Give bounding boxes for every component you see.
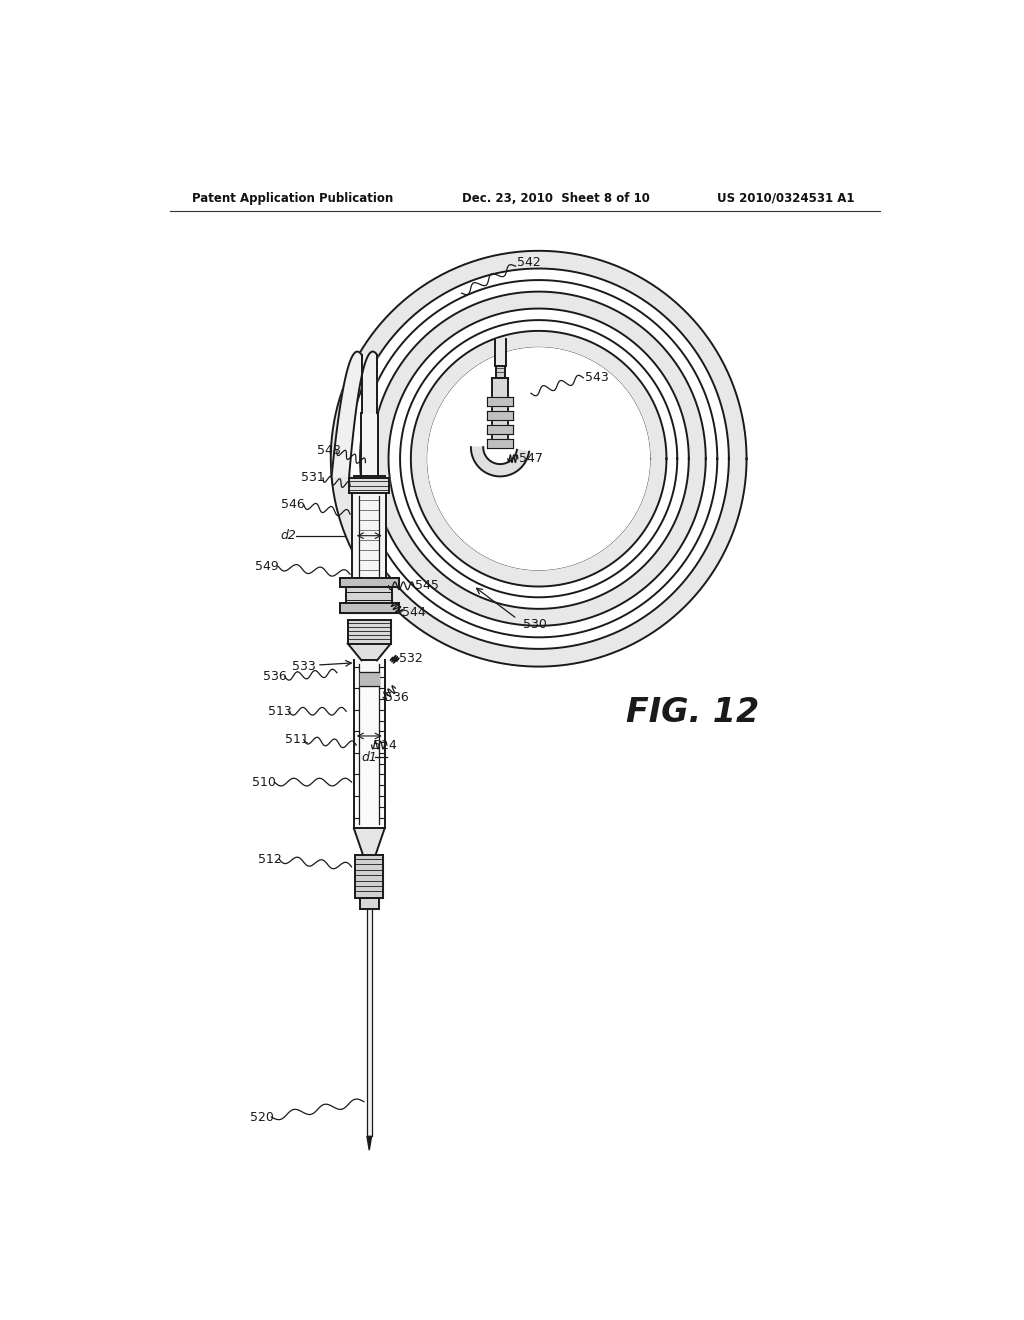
Text: FIG. 12: FIG. 12 bbox=[626, 697, 759, 729]
Polygon shape bbox=[428, 348, 649, 569]
Polygon shape bbox=[487, 425, 513, 434]
Text: 530: 530 bbox=[523, 618, 547, 631]
Polygon shape bbox=[493, 378, 508, 447]
Text: 542: 542 bbox=[517, 256, 541, 269]
Polygon shape bbox=[348, 268, 729, 649]
Text: 520: 520 bbox=[250, 1110, 273, 1123]
Text: 543: 543 bbox=[585, 371, 608, 384]
Text: 531: 531 bbox=[301, 471, 326, 484]
Polygon shape bbox=[411, 331, 667, 586]
Polygon shape bbox=[340, 578, 398, 587]
Text: 511: 511 bbox=[285, 733, 308, 746]
Polygon shape bbox=[388, 309, 689, 609]
Polygon shape bbox=[360, 412, 378, 478]
Text: d1: d1 bbox=[361, 751, 378, 764]
Text: 510: 510 bbox=[252, 776, 276, 788]
Text: Dec. 23, 2010  Sheet 8 of 10: Dec. 23, 2010 Sheet 8 of 10 bbox=[462, 191, 649, 205]
Text: 532: 532 bbox=[398, 652, 422, 665]
Polygon shape bbox=[348, 620, 391, 644]
Polygon shape bbox=[349, 478, 389, 494]
Polygon shape bbox=[372, 292, 706, 626]
Text: 546: 546 bbox=[281, 499, 304, 511]
Polygon shape bbox=[487, 397, 513, 407]
Polygon shape bbox=[487, 438, 513, 447]
Text: US 2010/0324531 A1: US 2010/0324531 A1 bbox=[717, 191, 854, 205]
Text: 548: 548 bbox=[316, 445, 341, 458]
Polygon shape bbox=[367, 1137, 372, 1150]
Polygon shape bbox=[360, 898, 379, 909]
Polygon shape bbox=[355, 855, 383, 898]
Text: 512: 512 bbox=[258, 853, 282, 866]
Polygon shape bbox=[367, 909, 372, 1137]
Polygon shape bbox=[354, 660, 385, 829]
Polygon shape bbox=[361, 355, 377, 412]
Text: 536: 536 bbox=[385, 690, 409, 704]
Text: 544: 544 bbox=[401, 606, 425, 619]
Polygon shape bbox=[360, 672, 379, 686]
Polygon shape bbox=[496, 367, 505, 378]
Polygon shape bbox=[495, 339, 506, 367]
Polygon shape bbox=[354, 829, 385, 855]
Polygon shape bbox=[331, 251, 746, 667]
Polygon shape bbox=[332, 351, 377, 477]
Text: 533: 533 bbox=[292, 660, 316, 673]
Text: d2: d2 bbox=[281, 529, 297, 543]
Polygon shape bbox=[428, 348, 649, 569]
Text: Patent Application Publication: Patent Application Publication bbox=[193, 191, 393, 205]
Polygon shape bbox=[471, 447, 529, 477]
Text: 513: 513 bbox=[267, 705, 292, 718]
Polygon shape bbox=[348, 644, 391, 660]
Text: 549: 549 bbox=[255, 560, 280, 573]
Text: 536: 536 bbox=[263, 671, 287, 684]
Text: 547: 547 bbox=[519, 453, 544, 465]
Polygon shape bbox=[346, 578, 392, 612]
Text: 545: 545 bbox=[416, 579, 439, 593]
Text: 514: 514 bbox=[373, 739, 397, 751]
Polygon shape bbox=[487, 411, 513, 420]
Polygon shape bbox=[340, 603, 398, 612]
Polygon shape bbox=[352, 494, 386, 578]
